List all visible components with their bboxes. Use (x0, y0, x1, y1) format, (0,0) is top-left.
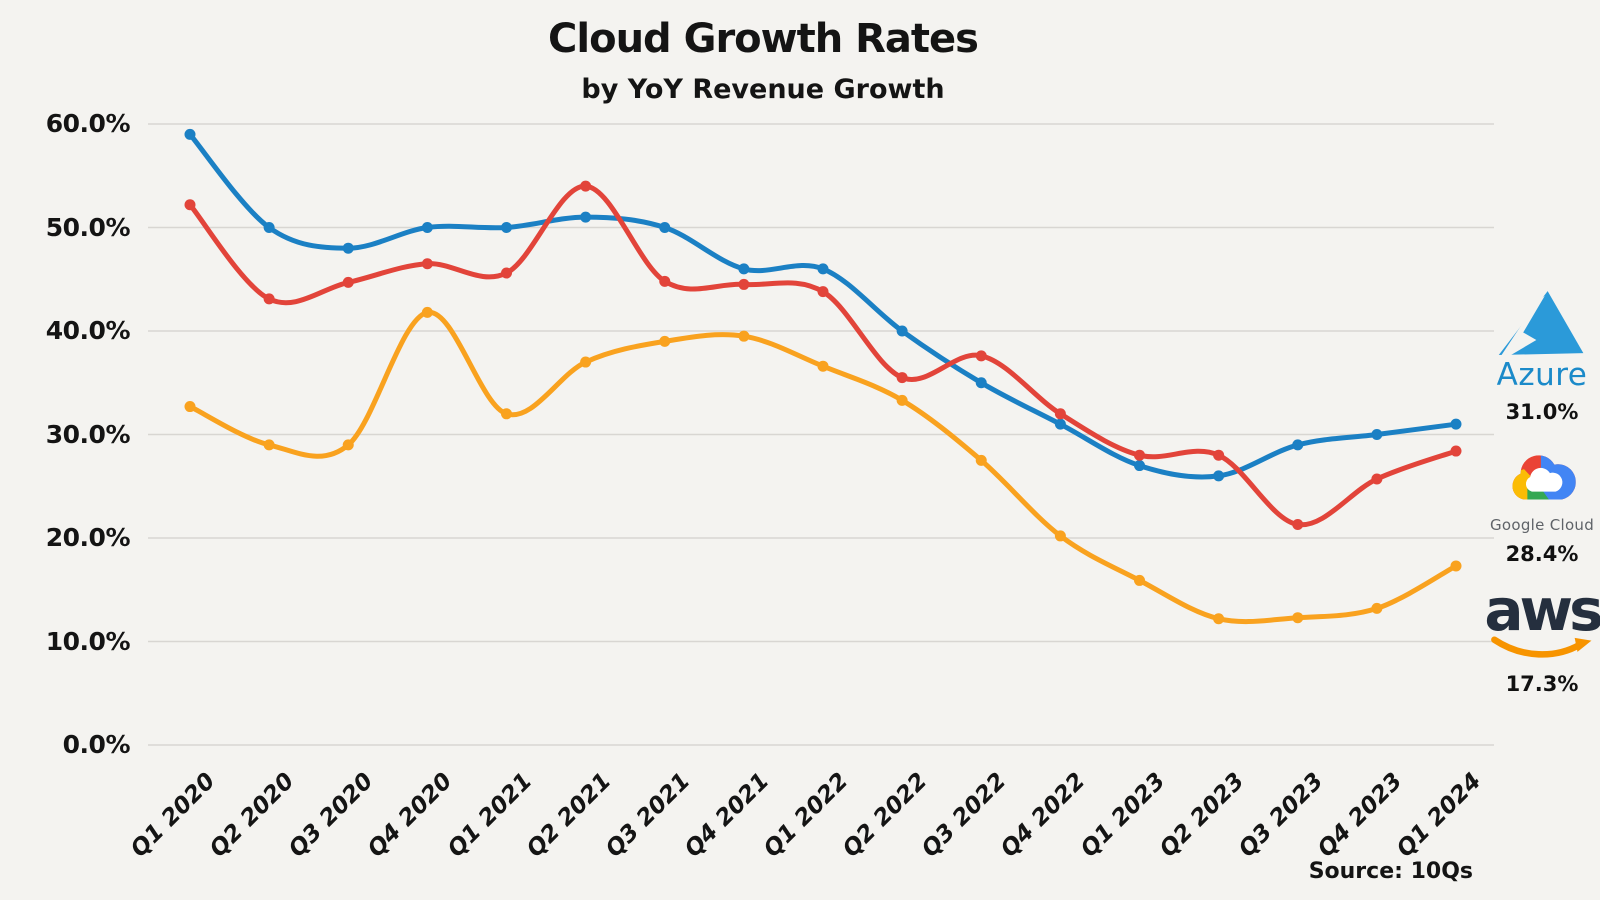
azure-marker (421, 222, 433, 233)
aws-growth-value: 17.3% (1505, 672, 1579, 697)
y-tick-label: 20.0% (45, 523, 131, 552)
azure-marker (184, 128, 196, 140)
aws-marker (738, 330, 750, 342)
google-cloud-marker (1371, 473, 1383, 485)
source-note: Source: 10Qs (1308, 859, 1473, 884)
aws-smile-icon (1491, 636, 1592, 658)
azure-marker (1134, 460, 1145, 472)
legend-google-cloud: Google Cloud 28.4% (1462, 450, 1600, 566)
legend-aws: aws 17.3% (1462, 576, 1600, 697)
google-cloud-growth-value: 28.4% (1505, 542, 1579, 566)
google-cloud-marker (342, 276, 354, 288)
google-cloud-line (187, 183, 1459, 528)
aws-marker (263, 439, 275, 451)
google-cloud-marker (1134, 449, 1145, 461)
azure-marker (580, 211, 592, 223)
google-cloud-marker (1450, 445, 1462, 457)
google-cloud-marker (1292, 519, 1304, 531)
y-tick-label: 40.0% (45, 316, 131, 345)
google-cloud-marker (421, 258, 433, 270)
aws-marker (421, 306, 433, 318)
aws-marker (975, 454, 987, 466)
google-cloud-marker (580, 180, 592, 192)
azure-marker (738, 263, 750, 275)
google-cloud-marker (659, 275, 671, 287)
chart-title: Cloud Growth Rates (548, 16, 979, 62)
azure-marker (817, 263, 829, 275)
azure-marker (896, 325, 908, 337)
azure-marker (1054, 418, 1066, 430)
y-tick-label: 10.0% (45, 626, 131, 656)
google-cloud-marker (975, 350, 987, 362)
azure-marker (1371, 429, 1383, 440)
google-cloud-marker (1213, 449, 1225, 461)
azure-marker (263, 222, 275, 233)
aws-marker (184, 401, 196, 413)
aws-marker (1054, 530, 1066, 542)
google-cloud-marker (817, 286, 829, 298)
azure-logo-icon (1498, 291, 1584, 356)
google-cloud-logo-icon (1512, 455, 1576, 500)
aws-marker (1292, 612, 1304, 624)
google-cloud-marker (896, 372, 908, 384)
google-cloud-marker (1054, 408, 1066, 420)
aws-marker (659, 335, 671, 347)
aws-line (187, 309, 1459, 625)
aws-marker (1134, 574, 1145, 586)
y-tick-label: 30.0% (45, 419, 131, 449)
azure-line (187, 131, 1459, 480)
azure-growth-value: 31.0% (1505, 400, 1579, 424)
azure-marker (1292, 439, 1304, 451)
aws-marker (1371, 602, 1383, 614)
aws-marker (342, 439, 354, 451)
azure-marker (342, 242, 354, 254)
azure-marker (1450, 418, 1462, 430)
aws-wordmark: aws (1484, 576, 1600, 644)
azure-wordmark: Azure (1496, 357, 1588, 393)
google-cloud-marker (263, 293, 275, 305)
aws-marker (501, 408, 512, 420)
azure-marker (975, 377, 987, 389)
azure-marker (659, 222, 671, 233)
aws-marker (1450, 560, 1462, 572)
aws-marker (580, 356, 592, 368)
y-tick-label: 50.0% (45, 212, 131, 242)
azure-marker (1213, 470, 1225, 482)
azure-marker (501, 222, 512, 233)
google-cloud-marker (501, 267, 512, 279)
y-tick-label: 0.0% (62, 730, 131, 759)
google-cloud-wordmark: Google Cloud (1489, 516, 1595, 534)
aws-marker (1213, 613, 1225, 625)
y-tick-label: 60.0% (45, 109, 131, 138)
legend-azure: Azure 31.0% (1462, 289, 1600, 424)
google-cloud-marker (184, 199, 196, 211)
aws-marker (817, 360, 829, 372)
aws-marker (896, 394, 908, 406)
chart-subtitle: by YoY Revenue Growth (581, 74, 945, 105)
google-cloud-marker (738, 278, 750, 290)
